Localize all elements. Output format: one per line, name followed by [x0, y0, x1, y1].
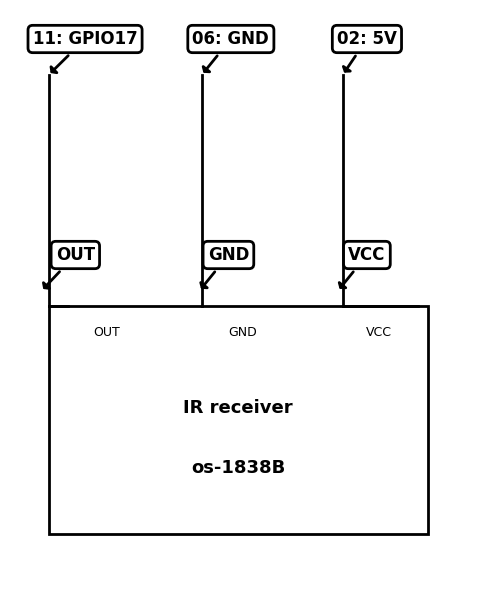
Text: GND: GND — [228, 326, 258, 340]
Text: GND: GND — [201, 246, 249, 288]
Text: VCC: VCC — [366, 326, 392, 340]
Text: IR receiver: IR receiver — [183, 399, 293, 417]
Text: 11: GPIO17: 11: GPIO17 — [33, 30, 138, 73]
FancyBboxPatch shape — [49, 306, 428, 534]
Text: os-1838B: os-1838B — [191, 459, 285, 477]
Text: 02: 5V: 02: 5V — [337, 30, 397, 71]
Text: OUT: OUT — [43, 246, 95, 289]
Text: 06: GND: 06: GND — [192, 30, 269, 72]
Text: OUT: OUT — [93, 326, 121, 340]
Text: VCC: VCC — [339, 246, 385, 288]
